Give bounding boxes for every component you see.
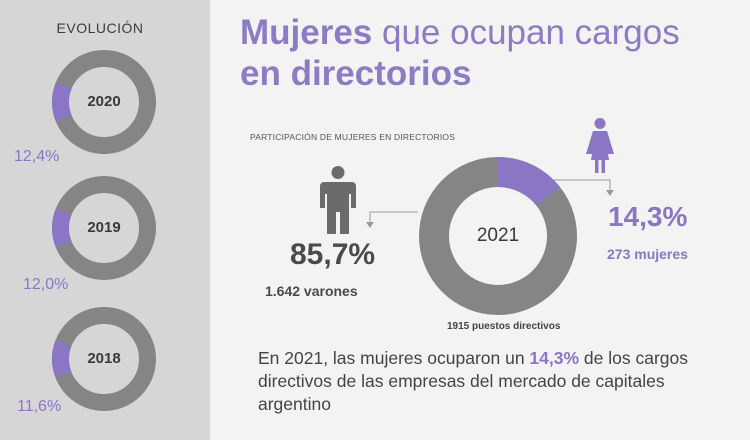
- male-person-icon: [320, 166, 356, 234]
- women-percentage: 14,3%: [608, 201, 688, 232]
- donut-2020-year: 2020: [87, 93, 121, 110]
- women-count: 273 mujeres: [607, 246, 688, 262]
- women-leader-arrow: [606, 190, 614, 196]
- summary-text: En 2021, las mujeres ocuparon un 14,3% d…: [258, 347, 738, 416]
- men-leader-line: [369, 211, 418, 224]
- donut-2018-year: 2018: [87, 350, 121, 367]
- donut-2018: 2018: [49, 304, 159, 414]
- women-leader-line: [540, 179, 611, 192]
- donut-2019-pct: 12,0%: [23, 276, 69, 293]
- donut-2020-women-slice: [52, 82, 72, 122]
- donut-2021: [419, 157, 577, 315]
- men-count: 1.642 varones: [265, 283, 358, 299]
- donut-2020: 2020: [49, 47, 159, 157]
- evolution-sidebar: EVOLUCIÓN 2020 12,4% 2019 12,0% 2018 11,…: [0, 0, 210, 440]
- chart-subtitle: PARTICIPACIÓN DE MUJERES EN DIRECTORIOS: [250, 132, 456, 142]
- page-title: Mujeres que ocupan cargos en directorios: [240, 12, 740, 94]
- donut-2020-pct: 12,4%: [14, 148, 60, 165]
- men-percentage: 85,7%: [290, 238, 376, 271]
- donut-2019: 2019: [49, 173, 159, 283]
- sidebar-title: EVOLUCIÓN: [56, 20, 144, 36]
- leader-lines: [366, 179, 614, 228]
- female-person-icon: [586, 118, 614, 173]
- donut-2019-women-slice: [52, 208, 72, 248]
- summary-highlight: 14,3%: [529, 348, 580, 368]
- title-bold-2: en directorios: [240, 54, 472, 93]
- summary-part-2: de los cargos directivos de las empresas…: [258, 348, 688, 414]
- donut-2021-year: 2021: [476, 225, 520, 246]
- donut-2019-year: 2019: [87, 219, 121, 236]
- donut-2018-pct: 11,6%: [17, 398, 62, 415]
- total-positions: 1915 puestos directivos: [447, 321, 561, 332]
- summary-part-1: En 2021, las mujeres ocuparon un: [258, 348, 530, 368]
- donut-2021-women-slice: [497, 157, 560, 207]
- title-bold-1: Mujeres: [240, 13, 373, 52]
- donut-2018-women-slice: [52, 340, 72, 378]
- men-leader-arrow: [366, 222, 374, 228]
- title-regular: que ocupan cargos: [372, 13, 680, 52]
